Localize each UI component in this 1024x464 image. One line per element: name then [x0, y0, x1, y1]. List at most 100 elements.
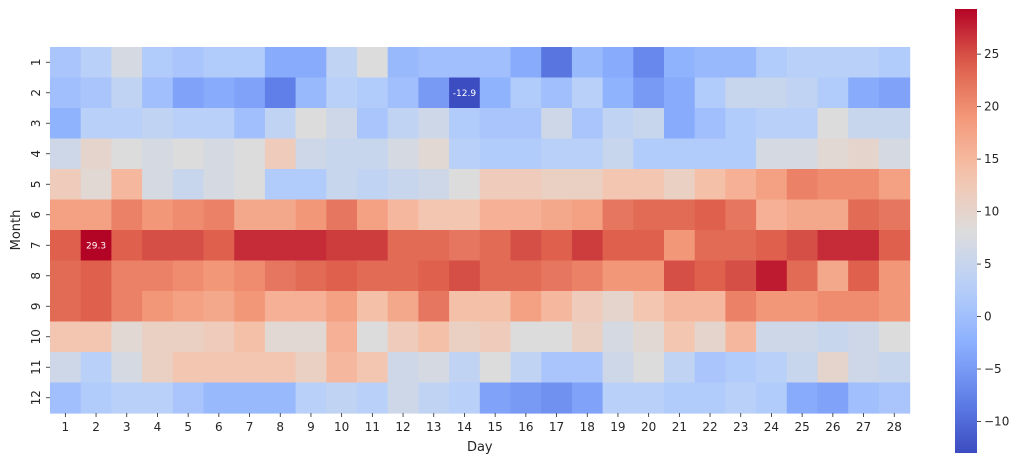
- heatmap-cell: [756, 47, 788, 79]
- heatmap-cell: [848, 47, 880, 79]
- heatmap-cell: [418, 260, 450, 292]
- heatmap-cell: [756, 321, 788, 353]
- x-tick-label: 10: [334, 420, 349, 434]
- heatmap-cell: [510, 108, 542, 140]
- x-tick-label: 6: [215, 420, 223, 434]
- heatmap-cell: [786, 199, 819, 231]
- heatmap-cell: [111, 77, 143, 109]
- heatmap-cell: [449, 169, 481, 201]
- y-tick-label: 4: [29, 150, 43, 158]
- heatmap-cell: [142, 108, 174, 140]
- heatmap-cell: [172, 108, 205, 140]
- heatmap-cell: [756, 138, 788, 170]
- heatmap-cell: [571, 382, 604, 414]
- heatmap-cell: [602, 230, 634, 262]
- heatmap-cell: [694, 199, 726, 231]
- heatmap-cell: [664, 77, 696, 109]
- heatmap-cell: [479, 382, 512, 414]
- heatmap-cell: [111, 382, 143, 414]
- heatmap-cell: [756, 169, 788, 201]
- heatmap-cell: [848, 382, 880, 414]
- x-tick-label: 16: [518, 420, 533, 434]
- heatmap-cell: [80, 199, 112, 231]
- heatmap-cell: [234, 382, 266, 414]
- heatmap-cell: [264, 77, 297, 109]
- heatmap-cell: [786, 138, 819, 170]
- heatmap-cell: [725, 138, 757, 170]
- heatmap-cell: [694, 138, 726, 170]
- colorbar-tick-label: 10: [984, 205, 999, 219]
- heatmap-cell: [357, 77, 389, 109]
- heatmap-cell: [664, 47, 696, 79]
- x-tick-label: 21: [672, 420, 687, 434]
- heatmap-cell: [756, 382, 788, 414]
- heatmap-cell: [357, 291, 389, 323]
- heatmap-cell: [725, 108, 757, 140]
- heatmap-cell: [725, 169, 757, 201]
- y-tick-label: 9: [29, 302, 43, 310]
- heatmap-cell: [80, 321, 112, 353]
- heatmap-cell: [602, 291, 634, 323]
- heatmap-cell: [602, 199, 634, 231]
- y-tick-label: 2: [29, 89, 43, 97]
- heatmap-cell: [571, 199, 604, 231]
- heatmap-cell: [541, 291, 573, 323]
- heatmap-cell: [725, 47, 757, 79]
- heatmap-cell: [418, 291, 450, 323]
- heatmap-cell: [848, 321, 880, 353]
- heatmap-cell: [295, 321, 327, 353]
- heatmap-cell: [357, 169, 389, 201]
- heatmap-cell: [694, 47, 726, 79]
- heatmap-cell: [111, 352, 143, 384]
- heatmap-cell: [694, 382, 726, 414]
- heatmap-cell: [203, 321, 235, 353]
- heatmap-cell: [817, 321, 849, 353]
- heatmap-cell: [234, 47, 266, 79]
- heatmap-cell: [664, 138, 696, 170]
- y-tick-label: 6: [29, 211, 43, 219]
- heatmap-cell: [541, 138, 573, 170]
- heatmap-cell: [387, 291, 419, 323]
- heatmap-cell: [725, 199, 757, 231]
- heatmap-cell: [786, 382, 819, 414]
- y-tick-label: 8: [29, 272, 43, 280]
- heatmap-cell: [80, 169, 112, 201]
- x-axis-label: Day: [467, 440, 493, 455]
- heatmap-cell: [510, 352, 542, 384]
- heatmap-cell: [264, 291, 297, 323]
- x-tick-label: 23: [733, 420, 748, 434]
- colorbar-tick-label: 25: [984, 47, 999, 61]
- heatmap-cell: [50, 47, 82, 79]
- y-tick-label: 10: [29, 329, 43, 344]
- heatmap-cell: [786, 321, 819, 353]
- heatmap-cell: [50, 77, 82, 109]
- heatmap-cell: [817, 352, 849, 384]
- heatmap-cell: [786, 352, 819, 384]
- heatmap-cell: [602, 321, 634, 353]
- y-tick-label: 1: [29, 58, 43, 66]
- x-axis: 1 2 3 4 5 6 7 8 9 10 11 12 13 14 15 16 17 18 19 20 21 22 23 24 2…: [62, 413, 902, 434]
- heatmap-cell: [418, 382, 450, 414]
- heatmap-cell: [541, 108, 573, 140]
- heatmap-cell: [142, 169, 174, 201]
- heatmap-cell: [418, 321, 450, 353]
- heatmap-cell: [786, 108, 819, 140]
- heatmap-cell: [479, 260, 512, 292]
- heatmap-cell: [80, 260, 112, 292]
- heatmap-cell: [664, 230, 696, 262]
- heatmap-cell: [786, 47, 819, 79]
- colorbar-tick-label: 15: [984, 152, 999, 166]
- heatmap-cell: [786, 77, 819, 109]
- heatmap-cell: [633, 382, 665, 414]
- heatmap-cell: [878, 230, 911, 262]
- heatmap-cell: [479, 108, 512, 140]
- heatmap-cell: [387, 321, 419, 353]
- heatmap-cell: [111, 169, 143, 201]
- heatmap-cell: [172, 47, 205, 79]
- heatmap-cell: [817, 108, 849, 140]
- x-tick-label: 11: [365, 420, 380, 434]
- heatmap-cell: [172, 230, 205, 262]
- heatmap-cell: [387, 77, 419, 109]
- heatmap-cell: [786, 291, 819, 323]
